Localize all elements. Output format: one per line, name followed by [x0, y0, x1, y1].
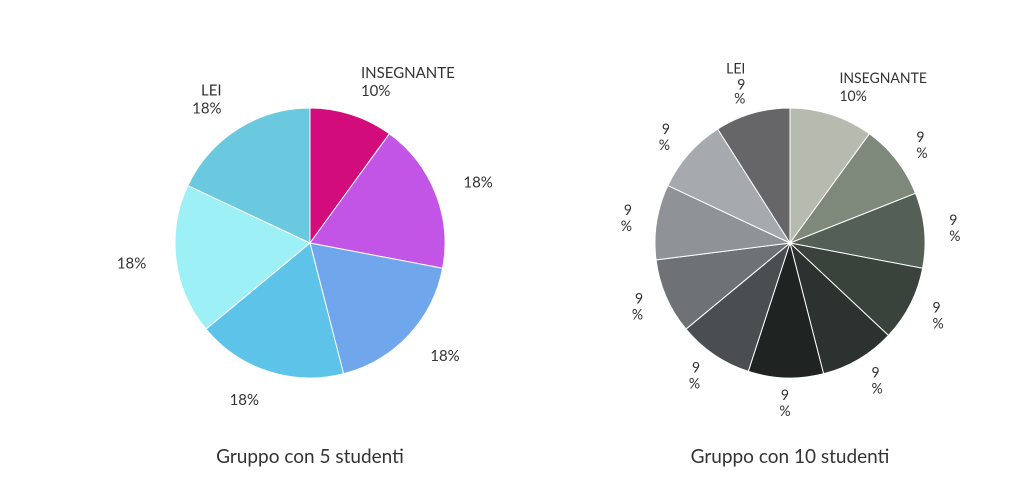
slice-value: 9 [781, 386, 789, 403]
slice-value: 9 [933, 299, 941, 316]
slice-percent-sign: % [632, 306, 643, 323]
slice-percent-sign: % [933, 315, 944, 332]
slice-name: INSEGNANTE [839, 69, 927, 86]
slice-percent-sign: % [689, 374, 700, 391]
slice-name: LEI [726, 59, 745, 76]
slice-value: 9 [916, 128, 924, 145]
slice-value: 9 [624, 201, 632, 218]
slice-value: 18% [230, 391, 259, 409]
page: INSEGNANTE10%18%18%18%18%LEI18% Gruppo c… [0, 0, 1024, 500]
slice-percent-sign: % [871, 380, 882, 397]
slice-value: 18% [117, 255, 146, 273]
chart-group-10: INSEGNANTE10%9%9%9%9%9%9%9%9%9%LEI9% Gru… [540, 8, 1024, 468]
slice-percent-sign: % [734, 89, 745, 106]
slice-value: 18% [192, 100, 221, 118]
slice-value: 9 [635, 290, 643, 307]
slice-percent-sign: % [916, 144, 927, 161]
slice-name: LEI [201, 82, 222, 100]
slice-value: 10% [361, 82, 390, 100]
slice-percent-sign: % [621, 217, 632, 234]
chart-caption-10: Gruppo con 10 studenti [540, 445, 1024, 468]
slice-value: 9 [871, 364, 879, 381]
slice-percent-sign: % [949, 227, 960, 244]
slice-value: 18% [430, 347, 459, 365]
slice-percent-sign: % [779, 402, 790, 419]
slice-name: INSEGNANTE [361, 64, 455, 82]
slice-value: 9 [692, 358, 700, 375]
slice-value: 18% [463, 173, 492, 191]
chart-group-5: INSEGNANTE10%18%18%18%18%LEI18% Gruppo c… [60, 8, 560, 468]
slice-percent-sign: % [659, 136, 670, 153]
slice-value: 9 [662, 120, 670, 137]
slice-value: 9 [949, 211, 957, 228]
chart-caption-5: Gruppo con 5 studenti [60, 445, 560, 468]
slice-value: 10% [839, 87, 866, 104]
